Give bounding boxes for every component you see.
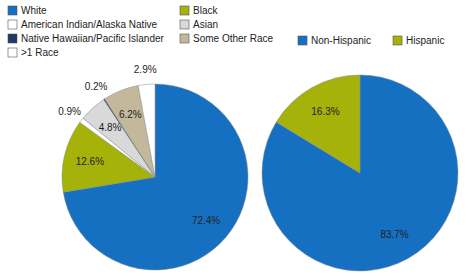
legend-label: Hispanic: [406, 35, 444, 46]
pie-chart: 72.4% 12.6% 0.9% 4.8% 0.2% 6.2% 2.9%: [58, 64, 248, 270]
slices: [62, 84, 248, 270]
legend-swatch: [8, 34, 17, 43]
legend-item: Some Other Race: [180, 33, 273, 44]
legend-item: Non-Hispanic: [298, 35, 371, 46]
data-label: 0.2%: [85, 81, 108, 92]
pie-chart: 83.7% 16.3%: [262, 75, 458, 271]
legend-label: American Indian/Alaska Native: [21, 19, 158, 30]
pie-slice: [262, 75, 458, 271]
data-labels: 72.4% 12.6% 0.9% 4.8% 0.2% 6.2% 2.9%: [58, 64, 220, 226]
data-label: 12.6%: [76, 156, 104, 167]
data-label: 83.7%: [380, 229, 408, 240]
data-label: 0.9%: [58, 106, 81, 117]
legend-swatch: [8, 20, 17, 29]
legend-swatch: [298, 36, 307, 45]
legend-item: American Indian/Alaska Native: [8, 19, 158, 30]
chart-canvas: 72.4% 12.6% 0.9% 4.8% 0.2% 6.2% 2.9% White Black…: [0, 0, 474, 276]
legend-item: Native Hawaiian/Pacific Islander: [8, 33, 165, 44]
legend-swatch: [8, 6, 17, 15]
legend-item: White: [8, 5, 47, 16]
legend-label: White: [21, 5, 47, 16]
legend-label: Black: [193, 5, 218, 16]
legend-item: >1 Race: [8, 47, 59, 58]
legend-swatch: [180, 20, 189, 29]
legend-swatch: [393, 36, 402, 45]
slices: [262, 75, 458, 271]
legend-label: Asian: [193, 19, 218, 30]
legend-label: Native Hawaiian/Pacific Islander: [21, 33, 165, 44]
legend-item: Black: [180, 5, 218, 16]
data-label: 16.3%: [311, 106, 339, 117]
legend: Non-Hispanic Hispanic: [298, 35, 444, 46]
pie-slice: [138, 84, 155, 177]
pie-slice: [276, 75, 360, 173]
data-label: 2.9%: [134, 64, 157, 75]
data-label: 72.4%: [192, 215, 220, 226]
legend-label: Some Other Race: [193, 33, 273, 44]
legend-label: >1 Race: [21, 47, 59, 58]
legend-item: Asian: [180, 19, 218, 30]
data-label: 6.2%: [119, 109, 142, 120]
legend-item: Hispanic: [393, 35, 444, 46]
legend-swatch: [8, 48, 17, 57]
data-labels: 83.7% 16.3%: [311, 106, 409, 240]
legend-label: Non-Hispanic: [311, 35, 371, 46]
legend: White Black American Indian/Alaska Native A…: [8, 5, 273, 58]
legend-swatch: [180, 34, 189, 43]
legend-swatch: [180, 6, 189, 15]
data-label: 4.8%: [99, 122, 122, 133]
